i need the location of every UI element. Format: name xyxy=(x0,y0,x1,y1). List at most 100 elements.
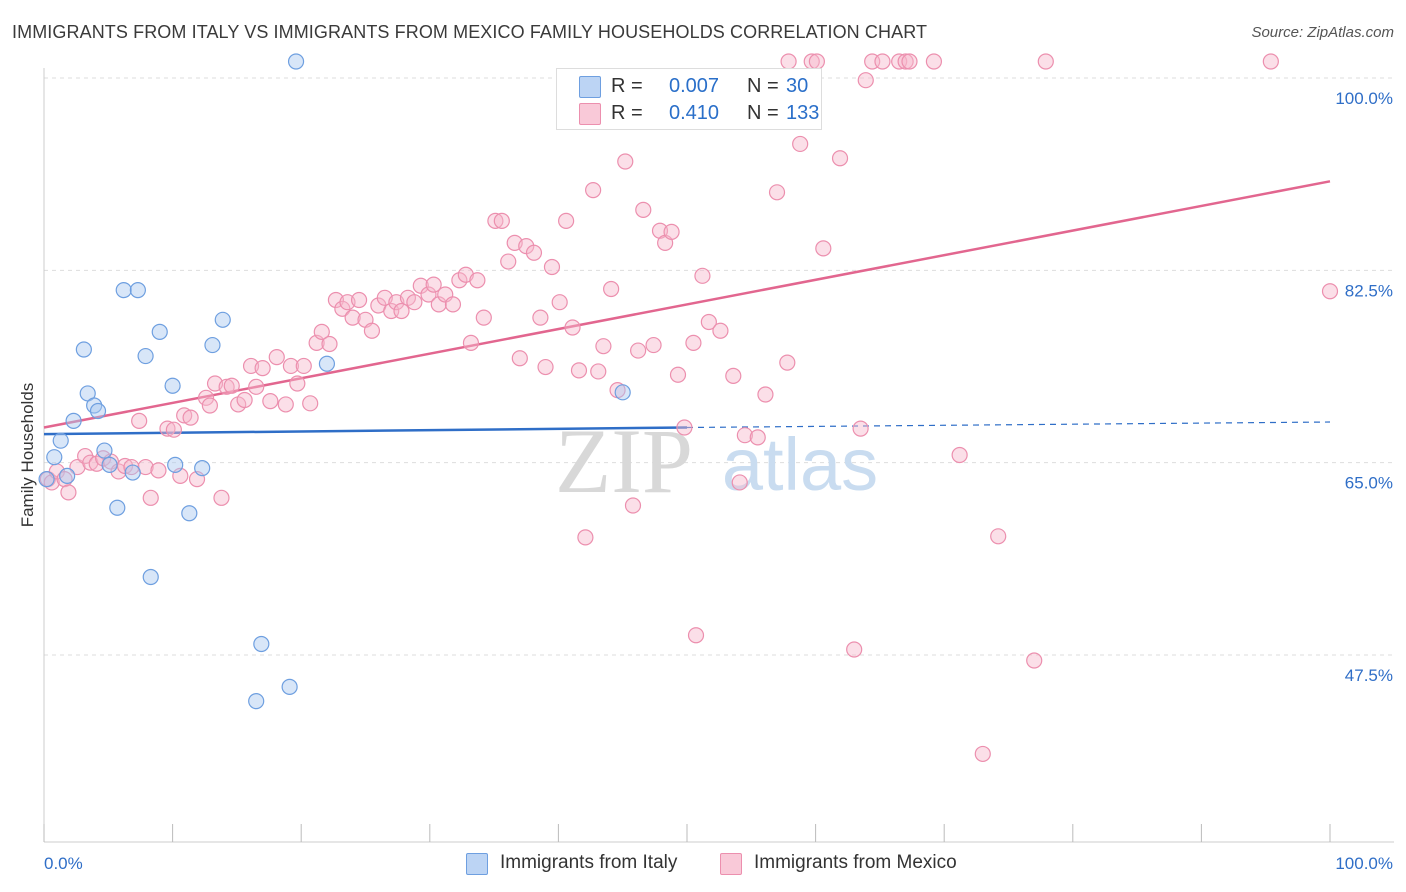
mexico-point xyxy=(595,338,612,355)
mexico-point xyxy=(60,484,77,501)
mexico-point xyxy=(344,309,361,326)
mexico-point xyxy=(630,342,647,359)
mexico-point xyxy=(282,357,300,375)
mexico-point xyxy=(712,322,729,339)
mexico-point xyxy=(779,354,796,371)
mexico-point xyxy=(700,313,717,331)
mexico-point xyxy=(757,386,774,403)
mexico-point xyxy=(451,272,468,289)
italy-points xyxy=(38,53,631,710)
mexico-point xyxy=(469,272,486,289)
mexico-point xyxy=(201,397,218,414)
mexico-point xyxy=(780,53,797,70)
mexico-r-label: R = xyxy=(611,102,643,124)
mexico-point xyxy=(1321,283,1339,300)
mexico-point xyxy=(808,53,825,70)
mexico-point xyxy=(475,309,492,326)
italy-point xyxy=(253,635,270,653)
mexico-point xyxy=(218,378,235,395)
mexico-point xyxy=(676,419,693,436)
mexico-point xyxy=(645,336,662,354)
italy-point xyxy=(181,505,198,522)
mexico-point xyxy=(635,201,652,218)
mexico-point xyxy=(430,296,447,313)
italy-r-value: 0.007 xyxy=(668,75,720,97)
mexico-point xyxy=(537,358,554,376)
mexico-point xyxy=(182,409,199,426)
y-tick-label: 100.0% xyxy=(1335,89,1393,108)
chart-source: Source: ZipAtlas.com xyxy=(1251,24,1394,41)
x-tick-label-max: 100.0% xyxy=(1335,854,1393,873)
mexico-point xyxy=(268,349,285,366)
chart-title: IMMIGRANTS FROM ITALY VS IMMIGRANTS FROM… xyxy=(12,22,928,42)
mexico-point xyxy=(768,184,786,201)
mexico-point xyxy=(302,395,319,412)
watermark-zip: ZIP xyxy=(555,410,693,512)
italy-n-value: 30 xyxy=(786,75,809,97)
italy-point xyxy=(101,456,118,473)
mexico-swatch xyxy=(579,103,601,125)
italy-point xyxy=(129,282,146,299)
mexico-legend-label: Immigrants from Mexico xyxy=(754,852,957,873)
mexico-point xyxy=(564,319,581,336)
mexico-point xyxy=(663,223,680,240)
mexico-point xyxy=(925,53,943,70)
italy-point xyxy=(142,568,159,586)
italy-point xyxy=(75,341,92,358)
mexico-trend-line xyxy=(43,180,1331,429)
mexico-point xyxy=(725,367,742,384)
mexico-point xyxy=(425,276,442,293)
italy-point xyxy=(46,449,63,466)
italy-point xyxy=(52,432,69,449)
mexico-point xyxy=(131,412,148,430)
italy-legend-label: Immigrants from Italy xyxy=(500,852,678,873)
italy-point xyxy=(59,467,76,484)
mexico-r-value: 0.410 xyxy=(668,102,720,124)
mexico-point xyxy=(669,366,687,383)
mexico-point xyxy=(731,474,748,491)
mexico-n-value: 133 xyxy=(786,102,820,124)
mexico-point xyxy=(551,294,568,311)
italy-swatch xyxy=(579,76,601,98)
mexico-point xyxy=(990,528,1007,545)
mexico-point xyxy=(590,363,607,380)
italy-point xyxy=(151,323,168,340)
mexico-point xyxy=(570,362,588,379)
italy-point xyxy=(194,460,211,477)
mexico-n-label: N = xyxy=(747,102,779,124)
mexico-point xyxy=(493,212,510,229)
mexico-point xyxy=(487,212,504,229)
mexico-point xyxy=(350,291,368,309)
italy-point xyxy=(287,53,305,70)
mexico-point xyxy=(532,309,549,326)
italy-trend-extension xyxy=(686,421,1331,429)
mexico-point xyxy=(603,280,620,298)
mexico-point xyxy=(213,489,230,506)
axes xyxy=(43,68,1394,843)
watermark: ZIP atlas xyxy=(555,410,878,512)
mexico-point xyxy=(585,182,602,199)
mexico-point xyxy=(577,529,594,546)
italy-n-label: N = xyxy=(747,75,779,97)
mexico-point xyxy=(897,53,914,70)
mexico-point xyxy=(511,350,528,367)
mexico-points xyxy=(39,53,1339,763)
mexico-point xyxy=(901,53,918,70)
mexico-point xyxy=(624,497,642,514)
mexico-point xyxy=(444,296,462,313)
mexico-point xyxy=(1262,53,1279,70)
mexico-point xyxy=(363,322,381,339)
italy-point xyxy=(65,412,82,430)
mexico-point xyxy=(236,391,253,409)
mexico-point xyxy=(176,407,193,424)
mexico-point xyxy=(831,150,849,167)
mexico-point xyxy=(543,258,561,276)
mexico-point xyxy=(406,294,423,311)
mexico-point xyxy=(142,489,159,506)
italy-point xyxy=(167,456,184,473)
stats-legend: R = 0.007 N = 30 R = 0.410 N = 133 xyxy=(556,68,822,130)
italy-point xyxy=(214,311,231,328)
mexico-point xyxy=(159,420,176,437)
mexico-point xyxy=(165,421,182,438)
